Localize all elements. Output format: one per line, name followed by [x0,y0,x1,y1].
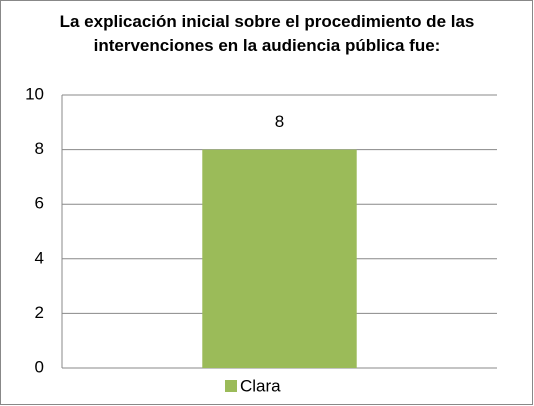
y-tick-label: 4 [35,248,44,267]
y-tick-label: 0 [35,357,44,376]
legend-swatch [225,380,237,392]
y-tick-label: 6 [35,194,44,213]
y-tick-label: 2 [35,303,44,322]
chart-title: La explicación inicial sobre el procedim… [59,12,475,55]
y-tick-label: 10 [25,84,44,103]
bar [202,149,357,368]
data-label: 8 [275,112,284,131]
legend-label: Clara [240,376,281,395]
y-tick-label: 8 [35,139,44,158]
